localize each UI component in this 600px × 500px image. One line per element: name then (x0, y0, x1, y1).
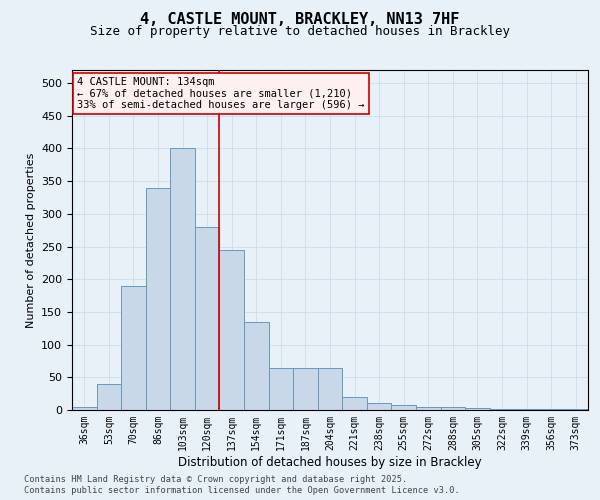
Bar (269, 368, 293, 410)
Bar (72, 406, 97, 410)
Text: Contains HM Land Registry data © Crown copyright and database right 2025.: Contains HM Land Registry data © Crown c… (24, 475, 407, 484)
Text: 4 CASTLE MOUNT: 134sqm
← 67% of detached houses are smaller (1,210)
33% of semi-: 4 CASTLE MOUNT: 134sqm ← 67% of detached… (77, 77, 365, 110)
X-axis label: Distribution of detached houses by size in Brackley: Distribution of detached houses by size … (178, 456, 482, 468)
Bar (170, 148, 195, 410)
Text: Contains public sector information licensed under the Open Government Licence v3: Contains public sector information licen… (24, 486, 460, 495)
Bar (293, 368, 318, 410)
Bar (440, 408, 465, 410)
Bar (97, 384, 121, 410)
Bar (391, 406, 416, 410)
Bar (490, 408, 514, 410)
Bar (195, 227, 220, 410)
Bar (220, 250, 244, 410)
Bar (121, 286, 146, 410)
Bar (244, 322, 269, 410)
Bar (318, 368, 342, 410)
Text: Size of property relative to detached houses in Brackley: Size of property relative to detached ho… (90, 25, 510, 38)
Text: 4, CASTLE MOUNT, BRACKLEY, NN13 7HF: 4, CASTLE MOUNT, BRACKLEY, NN13 7HF (140, 12, 460, 28)
Bar (563, 408, 588, 410)
Bar (465, 408, 490, 410)
Y-axis label: Number of detached properties: Number of detached properties (26, 152, 35, 328)
Bar (146, 188, 170, 410)
Bar (367, 404, 391, 410)
Bar (342, 397, 367, 410)
Bar (416, 406, 440, 410)
